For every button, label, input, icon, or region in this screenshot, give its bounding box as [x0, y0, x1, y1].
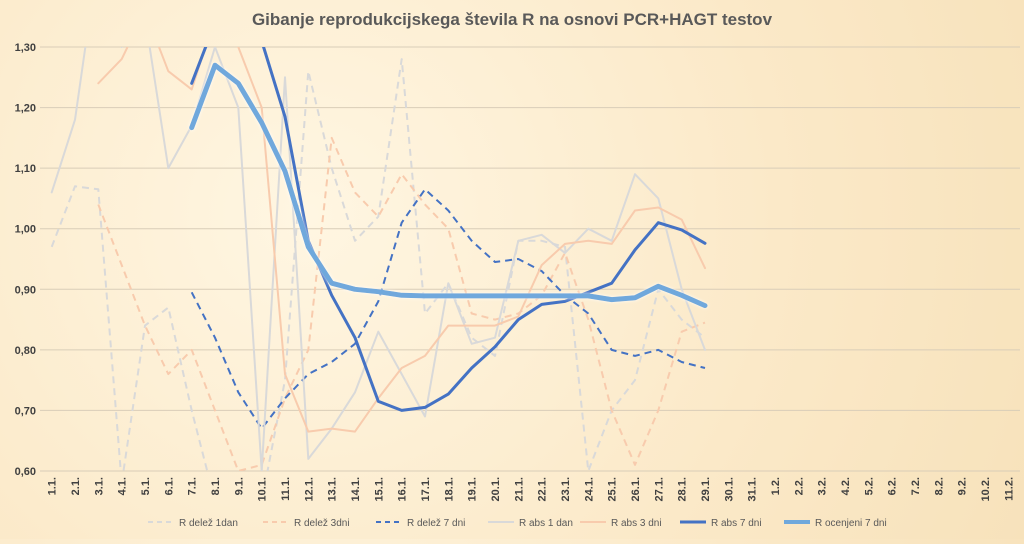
y-tick-label: 1,20 [15, 103, 36, 115]
y-tick-label: 0,70 [15, 405, 36, 417]
x-tick-label: 3.2. [817, 477, 829, 495]
y-tick-label: 0,90 [15, 284, 36, 296]
legend: R delež 1dan R delež 3dni R delež 7 dni R a… [148, 518, 887, 529]
x-tick-label: 10.1. [257, 477, 269, 501]
x-tick-label: 18.1. [443, 477, 455, 501]
x-tick-label: 15.1. [373, 477, 385, 501]
legend-label: R delež 7 dni [407, 518, 465, 529]
x-tick-label: 1.2. [770, 477, 782, 495]
x-tick-label: 9.2. [957, 477, 969, 495]
x-tick-label: 10.2. [980, 477, 992, 501]
x-tick-label: 8.1. [210, 477, 222, 495]
y-tick-label: 0,60 [15, 466, 36, 478]
x-tick-label: 27.1. [653, 477, 665, 501]
x-tick-label: 22.1. [537, 477, 549, 501]
series-line-1 [50, 58, 706, 471]
legend-label: R abs 1 dan [519, 518, 573, 529]
x-tick-label: 8.2. [933, 477, 945, 495]
x-tick-label: 17.1. [420, 477, 432, 501]
chart-title: Gibanje reprodukcijskega števila R na os… [252, 10, 773, 29]
x-tick-label: 7.2. [910, 477, 922, 495]
legend-label: R abs 3 dni [611, 518, 662, 529]
x-tick-label: 29.1. [700, 477, 712, 501]
x-tick-label: 2.2. [793, 477, 805, 495]
x-axis-ticks: 1.1. 2.1. 3.1. 4.1. 5.1. 6.1. 7.1. 8.1. 9.1. 10.1… [47, 477, 1016, 501]
x-tick-label: 31.1. [747, 477, 759, 501]
y-tick-label: 0,80 [15, 345, 36, 357]
series-line-3 [190, 188, 706, 430]
x-tick-label: 9.1. [233, 477, 245, 495]
x-tick-label: 20.1. [490, 477, 502, 501]
x-tick-label: 2.1. [70, 477, 82, 495]
x-tick-label: 4.2. [840, 477, 852, 495]
x-tick-label: 3.1. [93, 477, 105, 495]
gridlines [40, 46, 1020, 472]
x-tick-label: 23.1. [560, 477, 572, 501]
x-tick-label: 11.1. [280, 477, 292, 501]
x-tick-label: 21.1. [513, 477, 525, 501]
y-tick-label: 1,10 [15, 163, 36, 175]
x-tick-label: 6.1. [163, 477, 175, 495]
x-tick-label: 6.2. [887, 477, 899, 495]
x-tick-label: 12.1. [303, 477, 315, 501]
y-tick-label: 1,00 [15, 224, 36, 236]
x-tick-label: 7.1. [187, 477, 199, 495]
x-tick-label: 11.2. [1003, 477, 1015, 501]
series-line-4 [50, 47, 706, 471]
legend-label: R ocenjeni 7 dni [815, 518, 887, 529]
x-tick-label: 30.1. [723, 477, 735, 501]
x-tick-label: 24.1. [583, 477, 595, 501]
series-line-2 [97, 136, 706, 471]
legend-label: R delež 1dan [179, 518, 238, 529]
x-tick-label: 5.1. [140, 477, 152, 495]
x-tick-label: 13.1. [327, 477, 339, 501]
x-tick-label: 26.1. [630, 477, 642, 501]
x-tick-label: 28.1. [677, 477, 689, 501]
y-axis-ticks: 0,60 0,70 0,80 0,90 1,00 1,10 1,20 1,30 [15, 42, 36, 478]
x-tick-label: 4.1. [117, 477, 129, 495]
y-tick-label: 1,30 [15, 42, 36, 54]
x-tick-label: 5.2. [863, 477, 875, 495]
x-tick-label: 16.1. [397, 477, 409, 501]
x-tick-label: 19.1. [467, 477, 479, 501]
x-tick-label: 14.1. [350, 477, 362, 501]
legend-label: R abs 7 dni [711, 518, 762, 529]
legend-label: R delež 3dni [294, 518, 350, 529]
x-tick-label: 25.1. [607, 477, 619, 501]
x-tick-label: 1.1. [47, 477, 59, 495]
series-line-7 [189, 62, 708, 309]
series-line-6 [190, 47, 707, 412]
series-lines [50, 47, 708, 471]
